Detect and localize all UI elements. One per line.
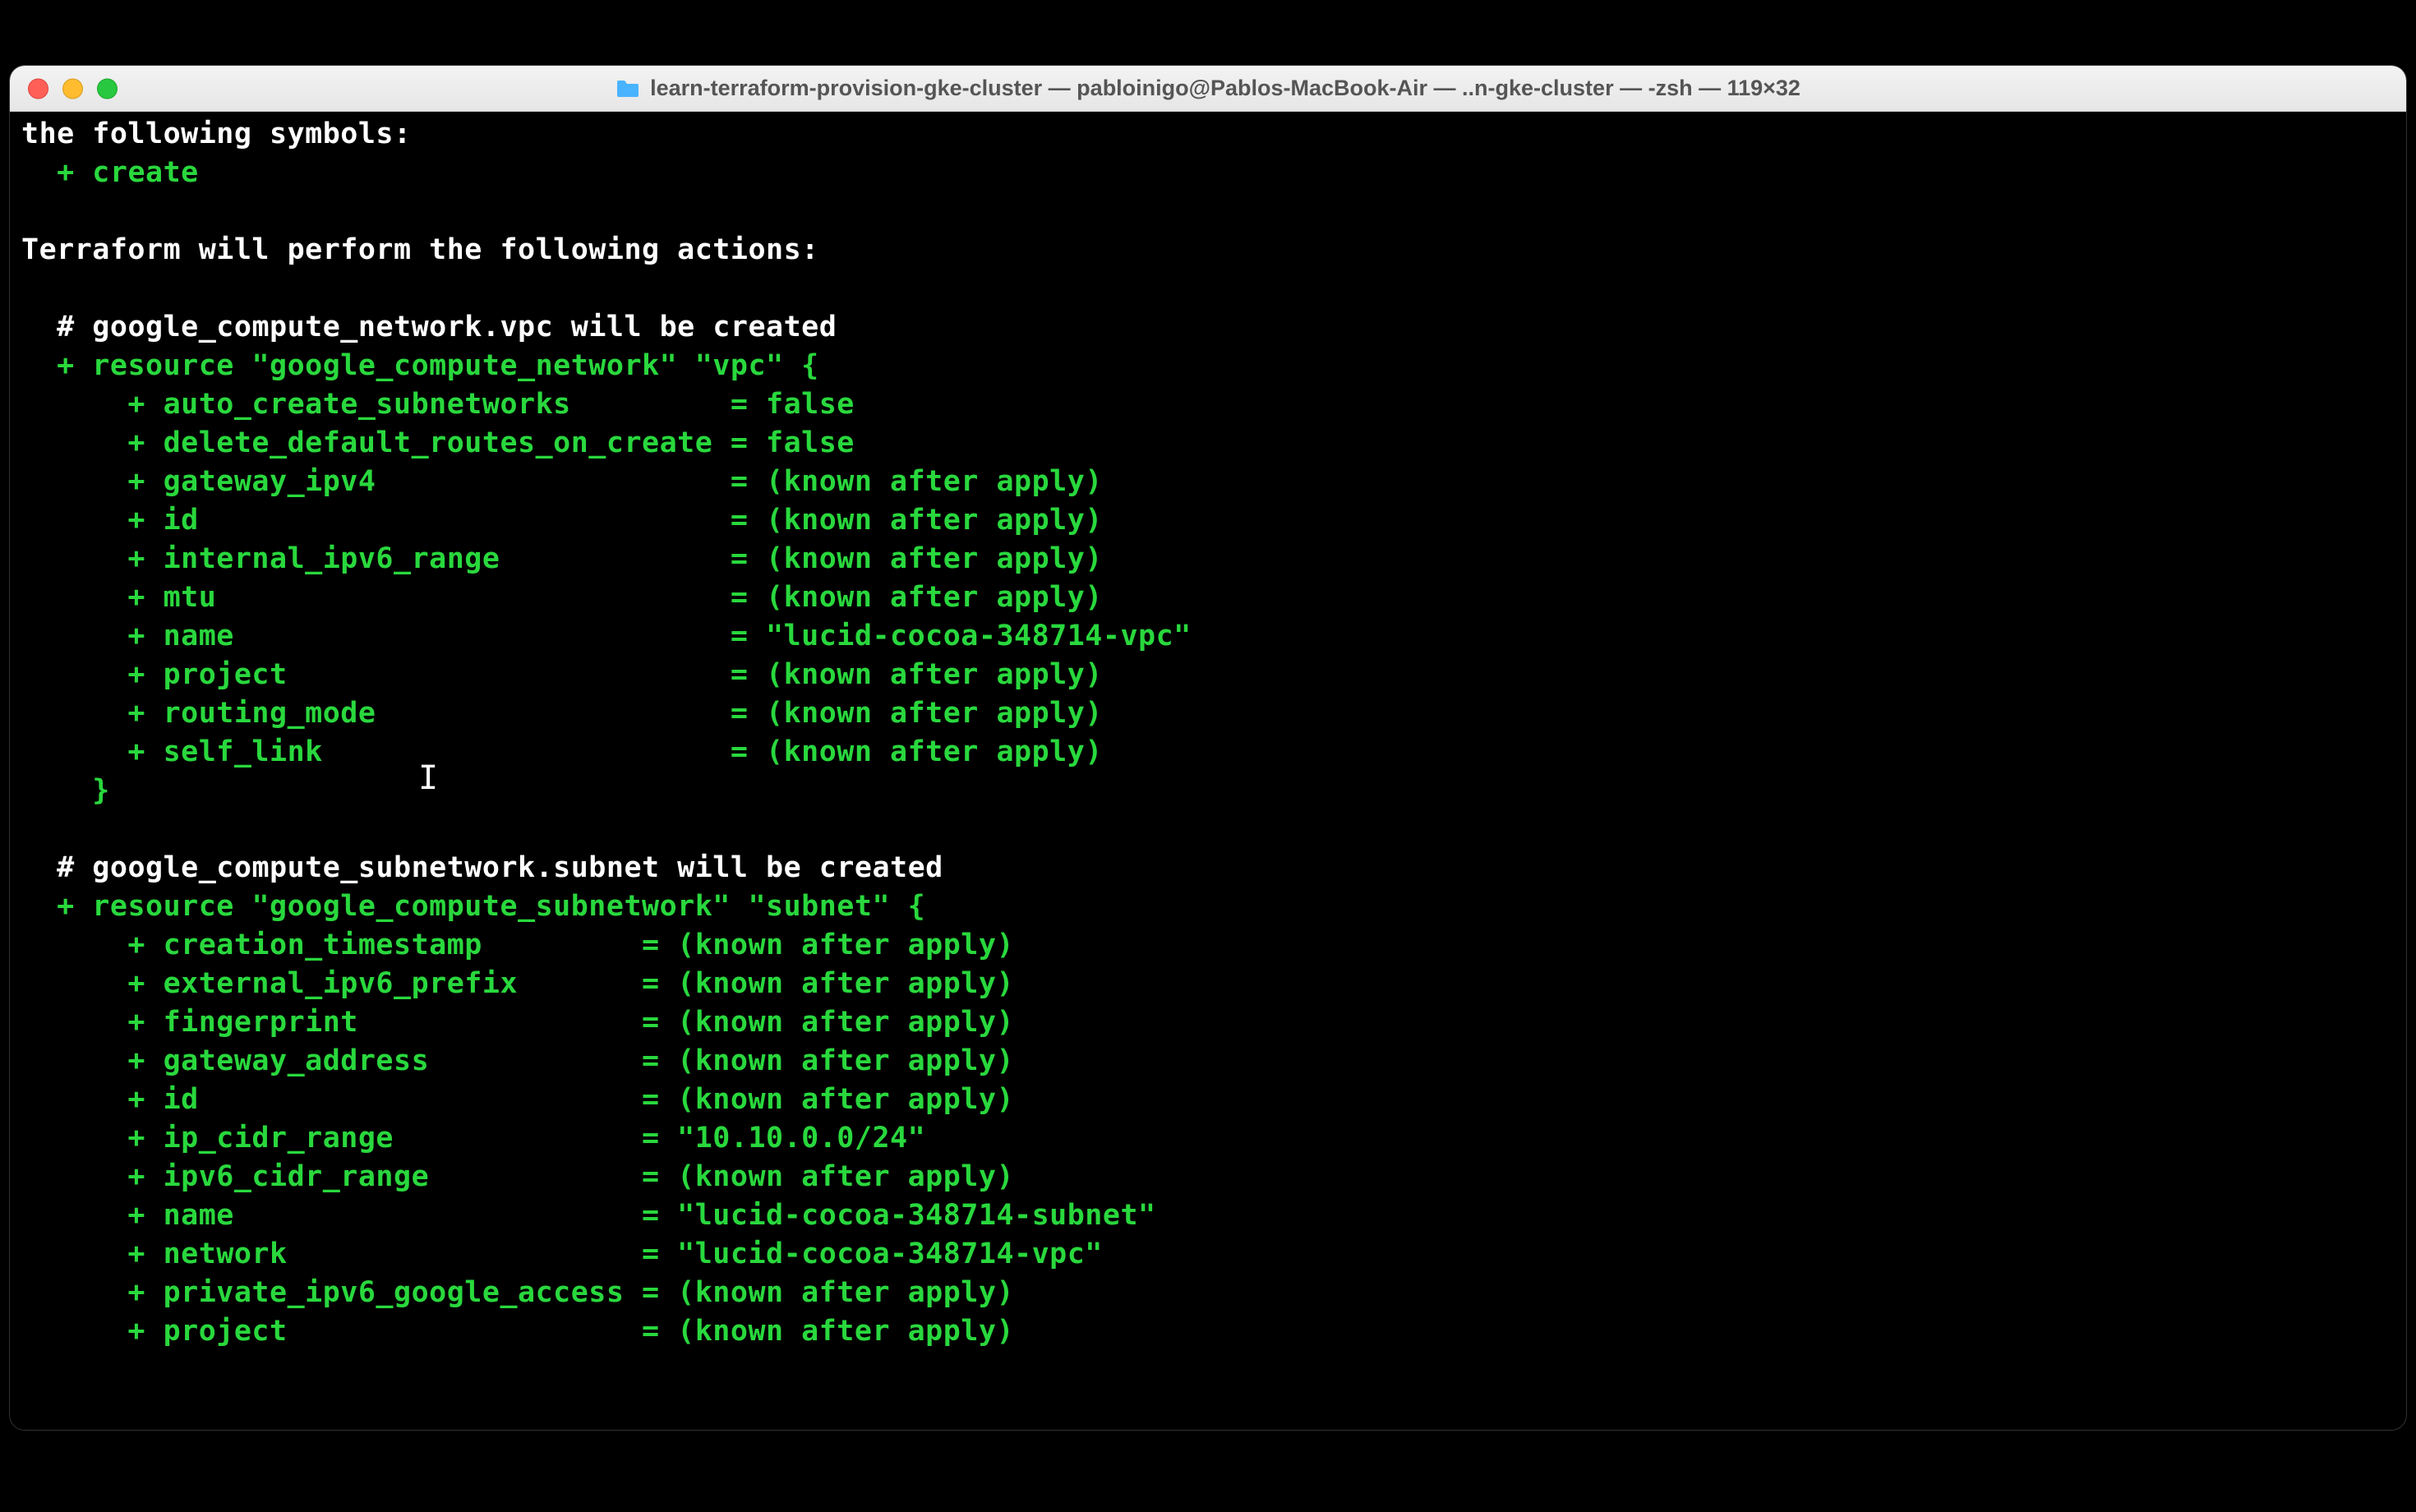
terminal-content[interactable]: the following symbols: + create Terrafor…: [10, 112, 2406, 1354]
close-button[interactable]: [28, 78, 48, 99]
window-title-group: learn-terraform-provision-gke-cluster — …: [616, 76, 1800, 101]
desktop: learn-terraform-provision-gke-cluster — …: [0, 0, 2416, 1512]
traffic-lights: [28, 78, 118, 99]
minimize-button[interactable]: [62, 78, 83, 99]
folder-icon: [616, 79, 640, 99]
terminal-window[interactable]: learn-terraform-provision-gke-cluster — …: [10, 66, 2406, 1430]
titlebar[interactable]: learn-terraform-provision-gke-cluster — …: [10, 66, 2406, 112]
window-title: learn-terraform-provision-gke-cluster — …: [650, 76, 1800, 101]
maximize-button[interactable]: [97, 78, 118, 99]
